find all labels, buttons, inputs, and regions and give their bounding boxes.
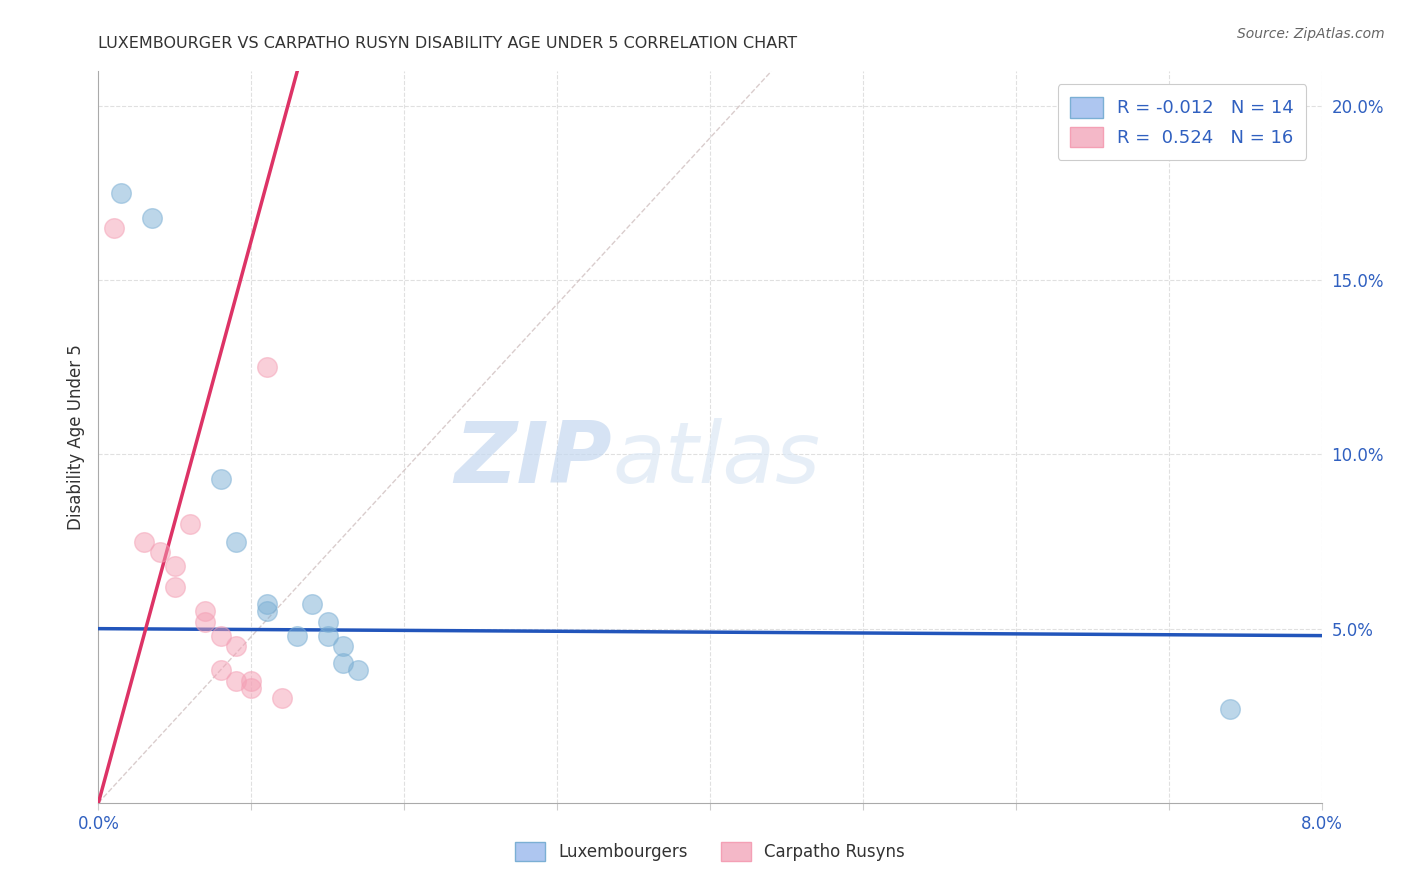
- Point: [225, 639, 247, 653]
- Point: [347, 664, 370, 678]
- Point: [240, 681, 263, 695]
- Point: [316, 629, 339, 643]
- Point: [225, 673, 247, 688]
- Point: [256, 360, 278, 375]
- Point: [209, 629, 232, 643]
- Point: [256, 597, 278, 611]
- Y-axis label: Disability Age Under 5: Disability Age Under 5: [66, 344, 84, 530]
- Point: [110, 186, 132, 201]
- Point: [163, 580, 186, 594]
- Point: [141, 211, 163, 225]
- Legend: Luxembourgers, Carpatho Rusyns: Luxembourgers, Carpatho Rusyns: [508, 835, 912, 868]
- Point: [209, 664, 232, 678]
- Point: [103, 221, 125, 235]
- Point: [301, 597, 323, 611]
- Text: atlas: atlas: [612, 417, 820, 500]
- Point: [225, 534, 247, 549]
- Point: [285, 629, 308, 643]
- Point: [209, 472, 232, 486]
- Point: [270, 691, 294, 706]
- Point: [194, 615, 217, 629]
- Text: Source: ZipAtlas.com: Source: ZipAtlas.com: [1237, 27, 1385, 41]
- Point: [1219, 702, 1241, 716]
- Text: LUXEMBOURGER VS CARPATHO RUSYN DISABILITY AGE UNDER 5 CORRELATION CHART: LUXEMBOURGER VS CARPATHO RUSYN DISABILIT…: [98, 36, 797, 51]
- Point: [163, 558, 186, 573]
- Point: [149, 545, 172, 559]
- Text: ZIP: ZIP: [454, 417, 612, 500]
- Point: [256, 604, 278, 618]
- Point: [179, 517, 201, 532]
- Point: [316, 615, 339, 629]
- Point: [332, 639, 354, 653]
- Point: [194, 604, 217, 618]
- Point: [134, 534, 156, 549]
- Point: [240, 673, 263, 688]
- Point: [332, 657, 354, 671]
